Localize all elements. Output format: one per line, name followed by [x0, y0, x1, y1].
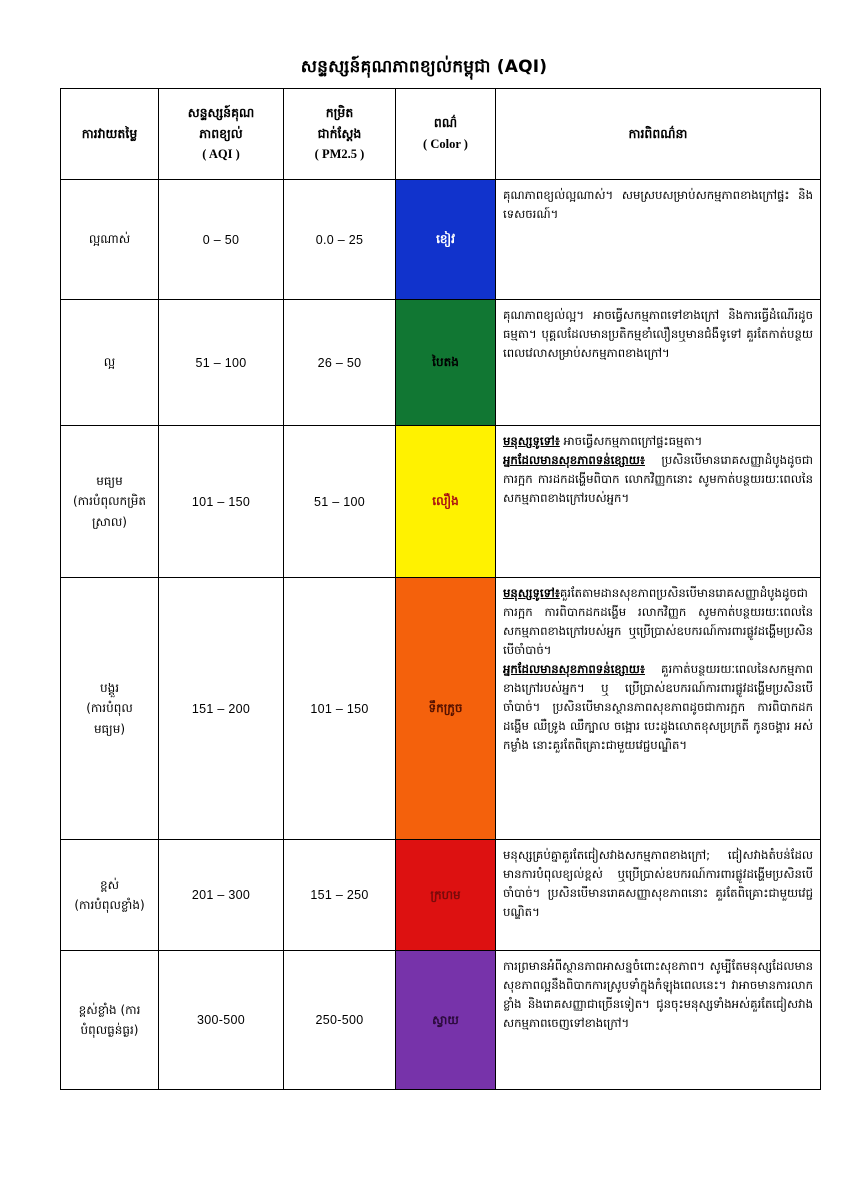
cell-aqi-range: 51 – 100 — [158, 299, 284, 426]
cell-aqi-range: 0 – 50 — [158, 179, 284, 300]
aqi-table: ការវាយតម្លៃ សន្ទស្សន៍គុណ ភាពខ្យល់ ( AQI … — [60, 88, 821, 1090]
color-label: លឿង — [432, 494, 459, 509]
description-text: ប្រសិនបើមានរោគសញ្ញាដំបូងដូចជាការក្អក ការ… — [503, 452, 813, 505]
header-label-color-line2: ( Color ) — [423, 137, 468, 151]
cell-description: មនុស្សទូទៅ៖ អាចធ្វើសកម្មភាពក្រៅផ្ទះធម្មត… — [495, 425, 821, 578]
header-row: ការវាយតម្លៃ សន្ទស្សន៍គុណ ភាពខ្យល់ ( AQI … — [60, 88, 821, 180]
description-block: អ្នកដែលមានសុខភាពទន់ខ្សោយ៖ គួរកាត់បន្ថយរយ… — [503, 660, 813, 755]
category-line: ល្អ — [103, 355, 116, 370]
category-line: បង្គួរ — [99, 680, 120, 695]
header-label-category: ការវាយតម្លៃ — [81, 125, 138, 141]
table-header: ការវាយតម្លៃ សន្ទស្សន៍គុណ ភាពខ្យល់ ( AQI … — [60, 88, 821, 180]
cell-color-swatch: ស្វាយ — [395, 950, 496, 1090]
table-row: ល្អណាស់ 0 – 50 0.0 – 25 ខៀវ គុណភាពខ្យល់ល្អណា… — [60, 179, 821, 300]
cell-description: គុណភាពខ្យល់ល្អ។ អាចធ្វើសកម្មភាពទៅខាងក្រៅ… — [495, 299, 821, 426]
header-label-color-line1: ពណ៌ — [433, 115, 458, 131]
cell-aqi-range: 201 – 300 — [158, 839, 284, 951]
header-label-aqi-line1: សន្ទស្សន៍គុណ — [187, 105, 255, 121]
cell-pm25-range: 151 – 250 — [283, 839, 396, 951]
description-block: គុណភាពខ្យល់ល្អណាស់។ សមស្របសម្រាប់សកម្មភា… — [503, 186, 813, 224]
cell-aqi-range: 101 – 150 — [158, 425, 284, 578]
category-line: (ការបំពុលខ្លាំង) — [74, 898, 145, 912]
color-label: ក្រហម — [430, 887, 461, 902]
header-label-pm-line1: កម្រិត — [325, 105, 354, 121]
table-row: ខ្ពស់ (ការបំពុលខ្លាំង) 201 – 300 151 – 250 ក… — [60, 839, 821, 951]
category-line: មធ្យម) — [93, 721, 126, 736]
cell-category: បង្គួរ (ការបំពុលមធ្យម) — [60, 577, 159, 840]
header-cell-aqi: សន្ទស្សន៍គុណ ភាពខ្យល់ ( AQI ) — [158, 88, 284, 180]
description-lead: មនុស្សទូទៅ៖ — [503, 586, 560, 600]
cell-pm25-range: 0.0 – 25 — [283, 179, 396, 300]
color-label: ទឹកក្រូច — [428, 701, 463, 716]
description-lead: មនុស្សទូទៅ៖ — [503, 434, 560, 448]
description-text: គុណភាពខ្យល់ល្អ។ អាចធ្វើសកម្មភាពទៅខាងក្រៅ… — [503, 308, 813, 360]
cell-color-swatch: ក្រហម — [395, 839, 496, 951]
category-line: (ការបំពុលកម្រិត — [72, 494, 146, 509]
cell-category: ល្អ — [60, 299, 159, 426]
color-label: ស្វាយ — [432, 1012, 459, 1027]
cell-category: ខ្ពស់ខ្លាំង (ការបំពុលធ្ងន់ធ្ងរ) — [60, 950, 159, 1090]
color-label: ខៀវ — [436, 232, 455, 247]
cell-description: មនុស្សទូទៅ៖គួរតែតាមដានសុខភាពប្រសិនបើមានរ… — [495, 577, 821, 840]
color-label: បៃតង — [432, 355, 459, 370]
description-text: មនុស្សគ្រប់គ្នាគួរតែជៀសវាងសកម្មភាពខាងក្រ… — [503, 848, 813, 919]
description-block: ការព្រមានអំពីស្ថានភាពអាសន្នចំពោះសុខភាព។ … — [503, 957, 813, 1033]
description-text: អាចធ្វើសកម្មភាពក្រៅផ្ទះធម្មតា។ — [559, 434, 703, 448]
category-line: (ការបំពុល — [86, 701, 133, 716]
table-row: បង្គួរ (ការបំពុលមធ្យម) 151 – 200 101 – 150 ទ… — [60, 577, 821, 840]
cell-color-swatch: លឿង — [395, 425, 496, 578]
header-cell-color: ពណ៌ ( Color ) — [395, 88, 496, 180]
cell-description: គុណភាពខ្យល់ល្អណាស់។ សមស្របសម្រាប់សកម្មភា… — [495, 179, 821, 300]
header-cell-pm25: កម្រិត ជាក់ស្ដែង ( PM2.5 ) — [283, 88, 396, 180]
cell-pm25-range: 51 – 100 — [283, 425, 396, 578]
cell-category: មធ្យម (ការបំពុលកម្រិតស្រាល) — [60, 425, 159, 578]
description-block: អ្នកដែលមានសុខភាពទន់ខ្សោយ៖ ប្រសិនបើមានរោគ… — [503, 451, 813, 508]
cell-category: ល្អណាស់ — [60, 179, 159, 300]
description-block: គុណភាពខ្យល់ល្អ។ អាចធ្វើសកម្មភាពទៅខាងក្រៅ… — [503, 306, 813, 363]
table-row: ល្អ 51 – 100 26 – 50 បៃតង គុណភាពខ្យល់ល្អ។ អា… — [60, 299, 821, 426]
description-block: មនុស្សទូទៅ៖គួរតែតាមដានសុខភាពប្រសិនបើមានរ… — [503, 584, 813, 660]
cell-pm25-range: 26 – 50 — [283, 299, 396, 426]
description-block: មនុស្សគ្រប់គ្នាគួរតែជៀសវាងសកម្មភាពខាងក្រ… — [503, 846, 813, 922]
cell-color-swatch: ទឹកក្រូច — [395, 577, 496, 840]
header-label-pm-line3: ( PM2.5 ) — [314, 147, 365, 162]
cell-color-swatch: បៃតង — [395, 299, 496, 426]
header-cell-description: ការពិពណ៌នា — [495, 88, 821, 180]
table-row: មធ្យម (ការបំពុលកម្រិតស្រាល) 101 – 150 51 – … — [60, 425, 821, 578]
category-line: ល្អណាស់ — [88, 232, 131, 247]
header-label-pm-line2: ជាក់ស្ដែង — [317, 125, 362, 141]
description-text: គួរកាត់បន្ថយរយៈពេលនៃសកម្មភាពខាងក្រៅរបស់អ… — [503, 661, 813, 752]
cell-pm25-range: 250-500 — [283, 950, 396, 1090]
header-label-aqi-line2: ភាពខ្យល់ — [199, 125, 243, 141]
description-text: គុណភាពខ្យល់ល្អណាស់។ សមស្របសម្រាប់សកម្មភា… — [503, 188, 813, 221]
category-line: ខ្ពស់ខ្លាំង (ការ — [78, 1002, 141, 1017]
table-row: ខ្ពស់ខ្លាំង (ការ បំពុលធ្ងន់ធ្ងរ) 300-500 25… — [60, 950, 821, 1090]
header-cell-category: ការវាយតម្លៃ — [60, 88, 159, 180]
description-block: មនុស្សទូទៅ៖ អាចធ្វើសកម្មភាពក្រៅផ្ទះធម្មត… — [503, 432, 813, 451]
category-line: បំពុលធ្ងន់ធ្ងរ) — [80, 1023, 139, 1037]
description-text: គួរតែតាមដានសុខភាពប្រសិនបើមានរោគសញ្ញាដំបូ… — [503, 586, 813, 657]
category-line: ស្រាល) — [92, 514, 127, 529]
cell-pm25-range: 101 – 150 — [283, 577, 396, 840]
page-title: សន្ទស្សន៍គុណភាពខ្យល់កម្ពុជា (AQI) — [300, 57, 548, 77]
header-label-description: ការពិពណ៌នា — [628, 125, 688, 141]
cell-description: មនុស្សគ្រប់គ្នាគួរតែជៀសវាងសកម្មភាពខាងក្រ… — [495, 839, 821, 951]
cell-color-swatch: ខៀវ — [395, 179, 496, 300]
cell-description: ការព្រមានអំពីស្ថានភាពអាសន្នចំពោះសុខភាព។ … — [495, 950, 821, 1090]
cell-aqi-range: 151 – 200 — [158, 577, 284, 840]
cell-aqi-range: 300-500 — [158, 950, 284, 1090]
header-label-aqi-line3: ( AQI ) — [202, 147, 240, 162]
description-text: ការព្រមានអំពីស្ថានភាពអាសន្នចំពោះសុខភាព។ … — [503, 959, 813, 1030]
category-line: មធ្យម — [96, 473, 123, 488]
description-lead: អ្នកដែលមានសុខភាពទន់ខ្សោយ៖ — [503, 661, 645, 676]
description-lead: អ្នកដែលមានសុខភាពទន់ខ្សោយ៖ — [503, 452, 645, 467]
table-body: ល្អណាស់ 0 – 50 0.0 – 25 ខៀវ គុណភាពខ្យល់ល្អណា… — [60, 179, 821, 1090]
category-line: ខ្ពស់ — [99, 877, 120, 892]
cell-category: ខ្ពស់ (ការបំពុលខ្លាំង) — [60, 839, 159, 951]
